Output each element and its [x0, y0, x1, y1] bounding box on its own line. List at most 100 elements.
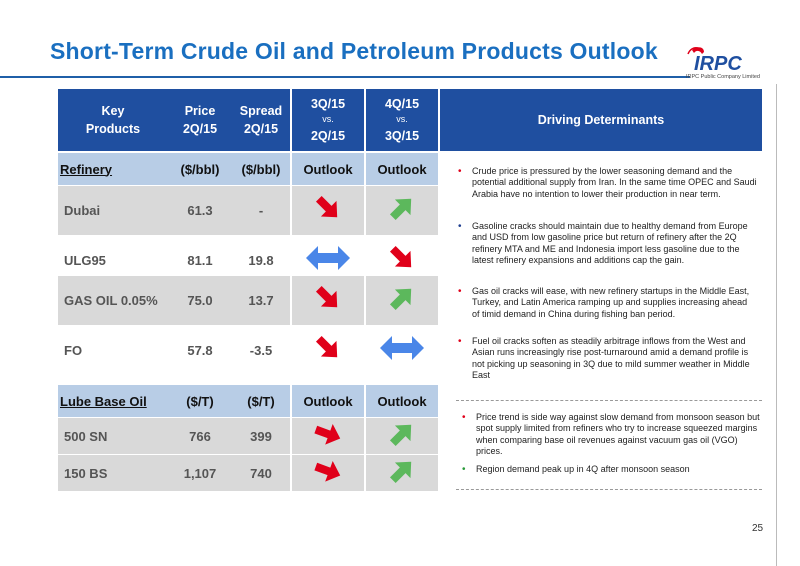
right-arrow-icon: [311, 417, 345, 456]
header-q3-line1: 3Q/15: [310, 97, 346, 112]
row-spread: 740: [250, 465, 272, 481]
page-title: Short-Term Crude Oil and Petroleum Produ…: [50, 38, 658, 64]
header-q3-line2: 2Q/15: [310, 128, 346, 143]
row-price: 1,107: [183, 465, 217, 481]
header-price-label: Price 2Q/15: [182, 103, 218, 136]
header-q4-line1: 4Q/15: [384, 97, 420, 112]
row-price: 766: [189, 428, 211, 444]
determinant-text: Fuel oil cracks soften as steadily arbit…: [472, 336, 750, 381]
header-q4-outlook: 4Q/15 vs. 3Q/15: [366, 89, 438, 151]
outlook-cell: [366, 276, 438, 325]
row-price: 61.3: [187, 203, 213, 218]
row-spread: -: [258, 203, 264, 218]
refinery-q3-outlook-label: Outlook: [303, 161, 353, 177]
row-name: 150 BS: [64, 465, 108, 481]
outlook-cell: [366, 326, 438, 375]
determinant-text: Crude price is pressured by the lower se…: [472, 166, 757, 199]
page-number: 25: [752, 523, 764, 534]
determinant-bullet: • Crude price is pressured by the lower …: [458, 166, 764, 200]
flat-arrow-icon: [304, 243, 352, 278]
determinant-bullet: • Price trend is side way against slow d…: [462, 412, 762, 458]
header-q4-vs: vs.: [396, 114, 408, 125]
outlook-cell: [292, 326, 364, 375]
refinery-band: Refinery ($/bbl) ($/bbl): [58, 153, 290, 185]
outlook-cell: [292, 276, 364, 325]
determinant-bullet: • Gasoline cracks should maintain due to…: [458, 221, 754, 267]
down-arrow-icon: [385, 241, 419, 280]
lube-q3-band: Outlook: [292, 385, 364, 417]
determinant-text: Gas oil cracks will ease, with new refin…: [472, 286, 750, 319]
bullet-dot-icon: •: [462, 464, 466, 475]
irpc-logo: IRPC: [687, 47, 742, 75]
right-arrow-icon: [311, 454, 345, 493]
down-arrow-icon: [311, 331, 345, 370]
lube-band: Lube Base Oil ($/T) ($/T): [58, 385, 290, 417]
table-row-gasoil: GAS OIL 0.05% 75.0 13.7: [58, 276, 290, 325]
header-key-products: Key Products: [58, 89, 168, 151]
determinant-text: Gasoline cracks should maintain due to h…: [472, 221, 748, 266]
bullet-dot-icon: •: [458, 336, 462, 347]
refinery-q3-band: Outlook: [292, 153, 364, 185]
header-spread: Spread 2Q/15: [232, 89, 290, 151]
bullet-dot-icon: •: [458, 221, 462, 232]
right-rule: [776, 84, 777, 566]
down-arrow-icon: [311, 281, 345, 320]
lube-q4-band: Outlook: [366, 385, 438, 417]
lube-q4-outlook-label: Outlook: [377, 393, 427, 409]
table-row-fo: FO 57.8 -3.5: [58, 326, 290, 375]
outlook-cell: [366, 418, 438, 454]
outlook-cell: [366, 186, 438, 235]
header-determinants-label: Driving Determinants: [537, 112, 665, 127]
row-spread: 13.7: [248, 293, 274, 308]
refinery-q4-band: Outlook: [366, 153, 438, 185]
determinant-text: Price trend is side way against slow dem…: [476, 412, 760, 457]
header-price: Price 2Q/15: [168, 89, 232, 151]
outlook-cell: [366, 455, 438, 491]
row-name: Dubai: [64, 203, 101, 218]
header-spread-label: Spread 2Q/15: [239, 103, 283, 136]
header-key-products-label: Key Products: [85, 103, 141, 136]
lube-spread-unit: ($/T): [247, 393, 275, 409]
determinant-text: Region demand peak up in 4Q after monsoo…: [476, 464, 690, 474]
bullet-dot-icon: •: [458, 286, 462, 297]
refinery-label: Refinery: [60, 161, 113, 177]
lube-price-unit: ($/T): [186, 393, 214, 409]
determinant-bullet: • Region demand peak up in 4Q after mons…: [462, 464, 766, 475]
title-rule: [0, 76, 690, 78]
row-name: GAS OIL 0.05%: [64, 293, 158, 308]
up-arrow-icon: [385, 191, 419, 230]
down-arrow-icon: [311, 191, 345, 230]
row-name: FO: [64, 343, 83, 358]
lube-q3-outlook-label: Outlook: [303, 393, 353, 409]
row-name: ULG95: [64, 253, 106, 268]
header-q3-outlook: 3Q/15 vs. 2Q/15: [292, 89, 364, 151]
header-determinants: Driving Determinants: [440, 89, 762, 151]
up-arrow-icon: [385, 281, 419, 320]
up-arrow-icon: [385, 417, 419, 456]
row-name: 500 SN: [64, 428, 108, 444]
determinant-bullet: • Gas oil cracks will ease, with new ref…: [458, 286, 754, 320]
header-q4-line2: 3Q/15: [384, 128, 420, 143]
row-spread: 19.8: [248, 253, 274, 268]
row-spread: -3.5: [249, 343, 273, 358]
table-row-500sn: 500 SN 766 399: [58, 418, 290, 454]
divider: [456, 489, 762, 490]
lube-label: Lube Base Oil: [60, 393, 147, 409]
refinery-spread-unit: ($/bbl): [241, 161, 281, 177]
bullet-dot-icon: •: [458, 166, 462, 177]
refinery-q4-outlook-label: Outlook: [377, 161, 427, 177]
bullet-dot-icon: •: [462, 412, 466, 423]
table-row-dubai: Dubai 61.3 -: [58, 186, 290, 235]
table-row-150bs: 150 BS 1,107 740: [58, 455, 290, 491]
row-price: 75.0: [187, 293, 213, 308]
up-arrow-icon: [385, 454, 419, 493]
refinery-price-unit: ($/bbl): [180, 161, 220, 177]
determinant-bullet: • Fuel oil cracks soften as steadily arb…: [458, 336, 754, 382]
header-q3-vs: vs.: [322, 114, 334, 125]
outlook-cell: [292, 418, 364, 454]
outlook-cell: [292, 186, 364, 235]
logo-subtitle: IRPC Public Company Limited: [686, 74, 760, 80]
row-price: 81.1: [187, 253, 213, 268]
row-spread: 399: [250, 428, 272, 444]
svg-text:IRPC: IRPC: [694, 53, 742, 75]
